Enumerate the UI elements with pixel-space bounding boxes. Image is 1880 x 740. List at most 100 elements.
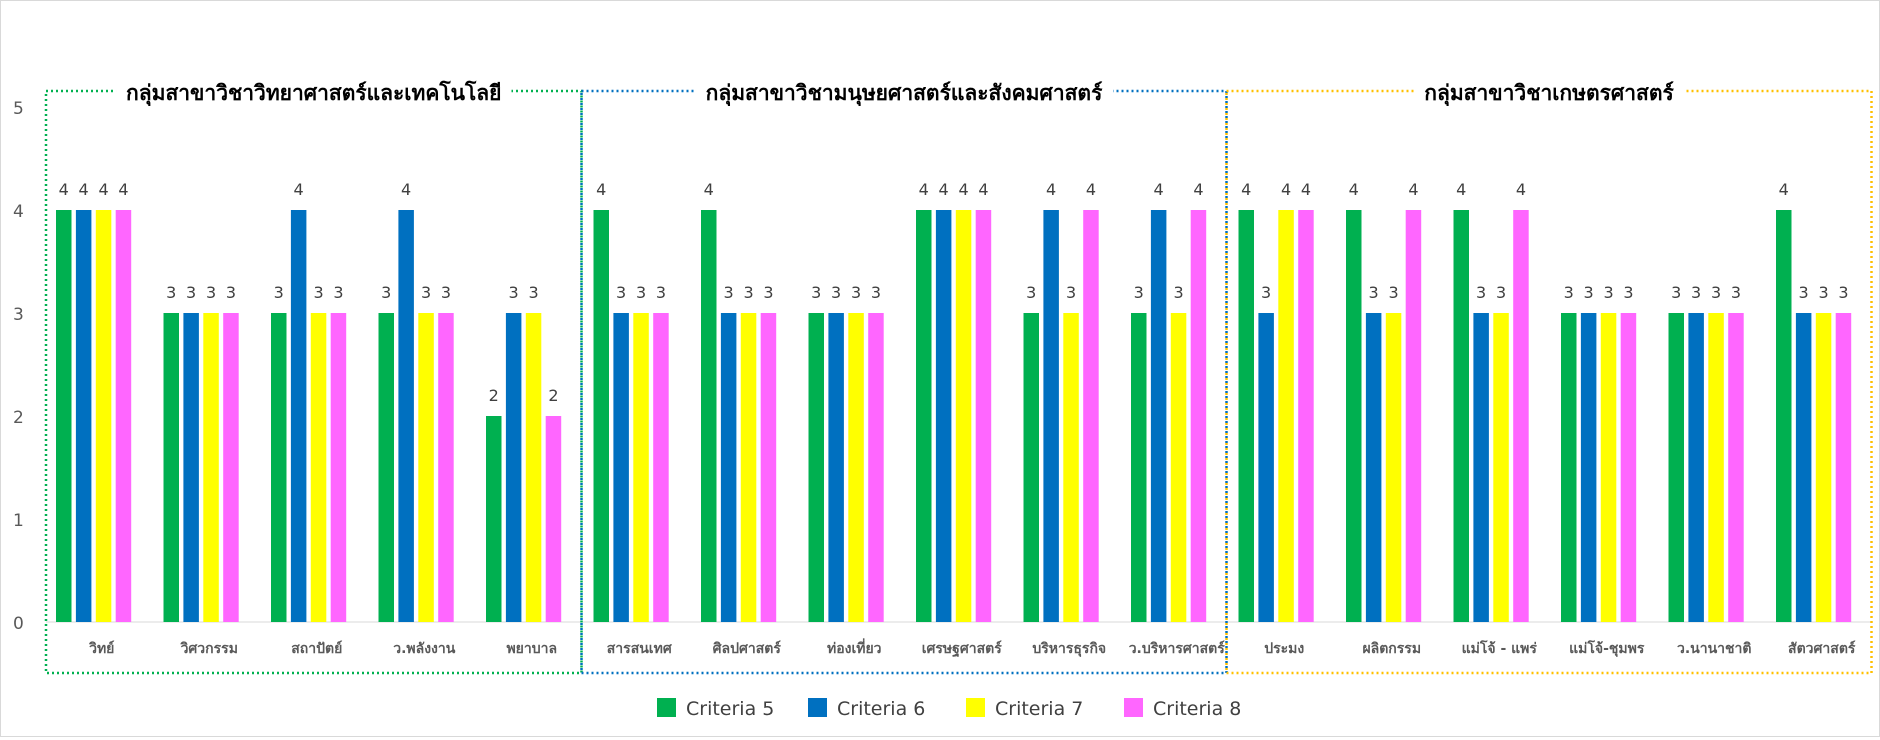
bar-criteria-7	[1063, 313, 1079, 622]
data-label: 3	[636, 283, 646, 302]
bar-criteria-5	[1776, 210, 1792, 622]
data-label: 4	[939, 180, 949, 199]
data-label: 3	[1496, 283, 1506, 302]
x-tick-label: วิทย์	[88, 640, 114, 657]
data-label: 4	[1154, 180, 1164, 199]
bar-criteria-6	[290, 210, 307, 622]
data-label: 4	[79, 180, 89, 199]
bar-criteria-6	[1365, 313, 1382, 622]
bar-criteria-8	[545, 416, 562, 622]
group-title-bg	[116, 81, 512, 103]
data-label: 4	[1516, 180, 1526, 199]
data-label: 3	[1818, 283, 1828, 302]
bar-criteria-7	[1600, 313, 1617, 622]
data-label: 3	[1388, 283, 1398, 302]
bar-criteria-5	[1561, 313, 1577, 622]
data-label: 3	[1623, 283, 1633, 302]
data-label: 3	[1838, 283, 1848, 302]
x-tick-label: สถาปัตย์	[291, 640, 342, 657]
data-label: 2	[489, 386, 499, 405]
bar-criteria-7	[1815, 313, 1832, 622]
group-title-bg	[1414, 81, 1685, 103]
data-label: 4	[1301, 180, 1311, 199]
data-label: 4	[1408, 180, 1418, 199]
bar-criteria-8	[330, 313, 347, 622]
data-label: 4	[1193, 180, 1203, 199]
bar-criteria-6	[398, 210, 414, 622]
data-label: 3	[226, 283, 236, 302]
bar-criteria-7	[633, 313, 649, 622]
bar-criteria-5	[271, 313, 287, 622]
data-label: 4	[1046, 180, 1056, 199]
x-tick-label: แม่โจ้-ชุมพร	[1569, 639, 1645, 657]
bar-criteria-5	[701, 210, 717, 622]
y-tick-label: 4	[13, 202, 24, 222]
group-border	[44, 89, 583, 675]
bar-criteria-6	[613, 313, 629, 622]
chart-groups: กลุ่มสาขาวิชาวิทยาศาสตร์และเทคโนโลยี กลุ่…	[44, 80, 1873, 675]
x-tick-label: ผลิตกรรม	[1362, 641, 1421, 657]
bar-criteria-7	[203, 313, 219, 622]
bar-criteria-6	[1688, 313, 1704, 622]
bar-criteria-5	[1346, 210, 1362, 622]
bar-criteria-5	[593, 210, 609, 622]
bar-criteria-6	[183, 313, 199, 622]
data-label: 3	[1134, 283, 1144, 302]
y-tick-label: 2	[13, 408, 24, 428]
bar-criteria-6	[828, 313, 844, 622]
x-tick-label: สัตวศาสตร์	[1788, 640, 1856, 657]
bar-criteria-5	[1668, 313, 1684, 622]
data-label: 4	[1456, 180, 1466, 199]
group-title: กลุ่มสาขาวิชาเกษตรศาสตร์	[1424, 81, 1674, 107]
data-label: 3	[616, 283, 626, 302]
data-label: 4	[978, 180, 988, 199]
bar-criteria-7	[955, 210, 972, 622]
bar-criteria-8	[1513, 210, 1529, 622]
legend-label: Criteria 7	[995, 698, 1083, 720]
data-label: 4	[1241, 180, 1251, 199]
bar-criteria-8	[1405, 210, 1422, 622]
data-label: 4	[294, 180, 304, 199]
data-label: 3	[274, 283, 284, 302]
x-tick-label: ว.บริหารศาสตร์	[1129, 640, 1226, 657]
bar-criteria-7	[95, 210, 112, 622]
bar-criteria-7	[1385, 313, 1402, 622]
bar-criteria-6	[935, 210, 952, 622]
x-tick-label: ประมง	[1264, 641, 1304, 657]
data-label: 4	[401, 180, 411, 199]
data-label: 4	[704, 180, 714, 199]
x-tick-label: ศิลปศาสตร์	[713, 640, 782, 657]
bar-criteria-6	[1795, 313, 1812, 622]
bar-criteria-7	[525, 313, 542, 622]
group-title: กลุ่มสาขาวิชามนุษยศาสตร์และสังคมศาสตร์	[706, 81, 1103, 107]
bar-criteria-8	[653, 313, 669, 622]
legend-label: Criteria 8	[1153, 698, 1241, 720]
data-label: 3	[1799, 283, 1809, 302]
legend-swatch	[1124, 698, 1143, 717]
y-tick-label: 5	[13, 99, 24, 119]
bar-criteria-5	[808, 313, 824, 622]
bar-criteria-8	[438, 313, 454, 622]
bar-criteria-8	[223, 313, 239, 622]
x-tick-label: สารสนเทศ	[607, 641, 673, 657]
data-label: 3	[1026, 283, 1036, 302]
bar-criteria-7	[740, 313, 757, 622]
data-label: 3	[421, 283, 431, 302]
data-label: 3	[1476, 283, 1486, 302]
legend-swatch	[966, 698, 985, 717]
data-label: 4	[958, 180, 968, 199]
bar-criteria-7	[1708, 313, 1724, 622]
data-label: 3	[1671, 283, 1681, 302]
data-label: 4	[1349, 180, 1359, 199]
bar-criteria-7	[1278, 210, 1294, 622]
bar-criteria-5	[56, 210, 72, 622]
data-label: 3	[1066, 283, 1076, 302]
bar-criteria-8	[115, 210, 132, 622]
data-label: 3	[1711, 283, 1721, 302]
bar-criteria-8	[868, 313, 884, 622]
data-label: 3	[871, 283, 881, 302]
group-border	[580, 89, 1228, 675]
